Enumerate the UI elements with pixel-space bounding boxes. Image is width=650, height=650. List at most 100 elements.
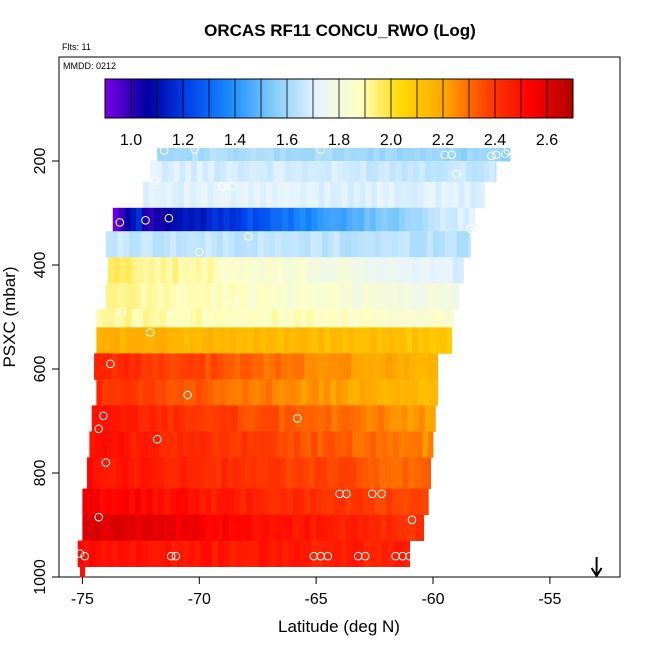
heatmap-cell — [177, 431, 184, 458]
heatmap-cell — [213, 327, 220, 354]
heatmap-cell — [433, 231, 440, 258]
heatmap-cell — [341, 379, 349, 406]
heatmap-cell — [472, 148, 479, 162]
heatmap-cell — [194, 207, 201, 232]
heatmap-cell — [194, 540, 201, 567]
heatmap-cell — [399, 207, 406, 232]
heatmap-cell — [451, 207, 458, 232]
colorbar-segment — [432, 79, 436, 118]
heatmap-cell — [327, 514, 335, 541]
heatmap-cell — [256, 148, 263, 162]
y-axis-label: PSXC (mbar) — [0, 266, 19, 367]
heatmap-cell — [447, 181, 454, 209]
heatmap-cell — [189, 327, 197, 354]
heatmap-cell — [381, 540, 388, 567]
heatmap-cell — [285, 148, 292, 162]
heatmap-cell — [284, 161, 291, 183]
colorbar-segment — [424, 79, 428, 118]
heatmap-cell — [346, 207, 353, 232]
colorbar-segment — [487, 79, 491, 118]
heatmap-cell — [304, 488, 311, 515]
heatmap-cell — [392, 283, 399, 310]
heatmap-cell — [138, 405, 145, 432]
heatmap-cell — [323, 207, 330, 232]
colorbar-segment — [463, 79, 467, 118]
heatmap-cell — [461, 148, 468, 162]
heatmap-cell — [275, 231, 282, 258]
heatmap-cell — [374, 353, 381, 380]
heatmap-cell — [380, 353, 387, 380]
heatmap-cell — [242, 379, 249, 406]
data-point — [94, 512, 103, 522]
heatmap-cell — [295, 379, 302, 406]
heatmap-cell — [222, 514, 229, 541]
colorbar-tick-label: 1.8 — [328, 132, 350, 149]
heatmap-cell — [258, 207, 266, 232]
heatmap-cell — [257, 488, 264, 515]
heatmap-cell — [168, 457, 176, 489]
heatmap-cell — [286, 353, 294, 380]
heatmap-cell — [339, 283, 346, 310]
heatmap-cell — [369, 431, 377, 458]
heatmap-cell — [328, 207, 336, 232]
arrow-head — [590, 567, 603, 578]
heatmap-cell — [325, 405, 332, 432]
colorbar-segment — [284, 79, 288, 118]
heatmap-cell — [360, 161, 367, 183]
heatmap-cell — [403, 353, 411, 380]
data-point — [316, 145, 326, 154]
colorbar-segment — [534, 79, 538, 118]
heatmap-cell — [328, 431, 336, 458]
heatmap-cell — [206, 207, 213, 232]
heatmap-cell — [166, 181, 173, 209]
heatmap-cell — [408, 457, 415, 489]
heatmap-cell — [200, 207, 207, 232]
heatmap-cell — [394, 379, 401, 406]
colorbar-segment — [323, 79, 327, 118]
heatmap-cell — [422, 431, 429, 458]
heatmap-cell — [347, 379, 354, 406]
heatmap-cell — [346, 431, 353, 458]
heatmap-cell — [286, 283, 294, 310]
colorbar-segment — [547, 79, 551, 118]
heatmap-cell — [362, 283, 370, 310]
heatmap-cell — [385, 148, 392, 162]
heatmap-cell — [450, 231, 457, 258]
data-point — [106, 359, 115, 369]
heatmap-cell — [392, 353, 399, 380]
x-tick-label: -55 — [538, 591, 561, 608]
data-point — [190, 145, 199, 154]
heatmap-cell — [305, 431, 312, 458]
heatmap-cell — [264, 431, 271, 458]
heatmap-cell — [112, 207, 119, 232]
colorbar-segment — [513, 79, 517, 118]
heatmap-cell — [393, 207, 400, 232]
heatmap-cell — [199, 353, 206, 380]
heatmap-cell — [440, 207, 447, 232]
heatmap-cell — [223, 540, 231, 567]
heatmap-cell — [386, 231, 393, 258]
heatmap-cell — [87, 457, 94, 489]
heatmap-cell — [418, 161, 426, 183]
heatmap-cell — [445, 207, 453, 232]
heatmap-cell — [378, 161, 385, 183]
heatmap-cell — [158, 353, 165, 380]
colorbar-segment — [105, 79, 109, 118]
heatmap-cell — [270, 540, 277, 567]
colorbar-segment — [495, 79, 499, 118]
colorbar-segment — [521, 79, 525, 118]
heatmap-cell — [358, 431, 365, 458]
heatmap-cell — [316, 488, 323, 515]
heatmap-cell — [99, 488, 107, 515]
colorbar-segment — [154, 79, 158, 118]
heatmap-cell — [271, 257, 278, 284]
heatmap-cell — [395, 405, 402, 432]
colorbar-segment — [492, 79, 496, 118]
colorbar-segment — [297, 79, 301, 118]
heatmap-cell — [82, 488, 89, 515]
data-point — [152, 434, 162, 444]
heatmap-cell — [196, 405, 204, 432]
colorbar-segment — [562, 79, 566, 118]
heatmap-cell — [236, 327, 243, 354]
heatmap-cell — [448, 161, 455, 183]
